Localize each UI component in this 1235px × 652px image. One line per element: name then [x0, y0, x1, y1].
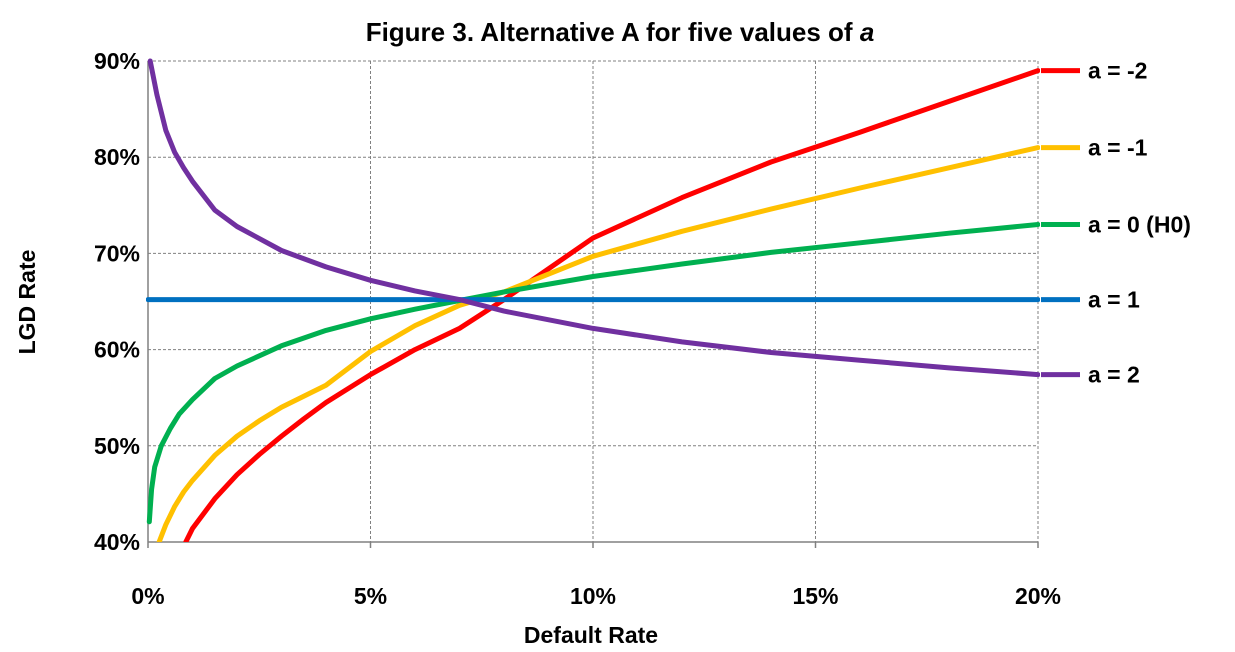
x-tick-label: 15%: [792, 583, 838, 609]
legend-label: a = -1: [1088, 135, 1148, 161]
chart-title-main: Figure 3. Alternative A for five values …: [366, 17, 860, 47]
y-tick-label: 60%: [94, 337, 140, 363]
chart-title-italic: a: [860, 17, 874, 47]
legend-label: a = 2: [1088, 362, 1140, 388]
y-tick-label: 70%: [94, 240, 140, 266]
gridlines: [148, 60, 1039, 542]
y-tick-label: 80%: [94, 144, 140, 170]
series-line-3: [146, 222, 1040, 525]
y-tick-label: 90%: [94, 48, 140, 74]
series-line-5: [147, 58, 1040, 378]
y-tick-label: 40%: [94, 529, 140, 555]
x-tick-label: 20%: [1015, 583, 1061, 609]
axes: 40% 50% 60% 70% 80% 90% 0% 5% 10% 15% 20%: [94, 48, 1061, 609]
legend: a = -2 a = -1 a = 0 (H0) a = 1 a = 2: [1041, 58, 1191, 388]
chart-title: Figure 3. Alternative A for five values …: [366, 17, 875, 47]
x-tick-label: 5%: [354, 583, 387, 609]
series-line-2: [156, 145, 1040, 542]
series-line-1: [183, 68, 1040, 542]
legend-label: a = 1: [1088, 287, 1140, 313]
x-tick-label: 10%: [570, 583, 616, 609]
y-axis-title: LGD Rate: [14, 250, 40, 355]
x-tick-label: 0%: [131, 583, 164, 609]
y-tick-label: 50%: [94, 433, 140, 459]
series-lines: [146, 58, 1040, 542]
x-axis-title: Default Rate: [524, 622, 658, 648]
legend-label: a = 0 (H0): [1088, 212, 1191, 238]
legend-label: a = -2: [1088, 58, 1147, 84]
